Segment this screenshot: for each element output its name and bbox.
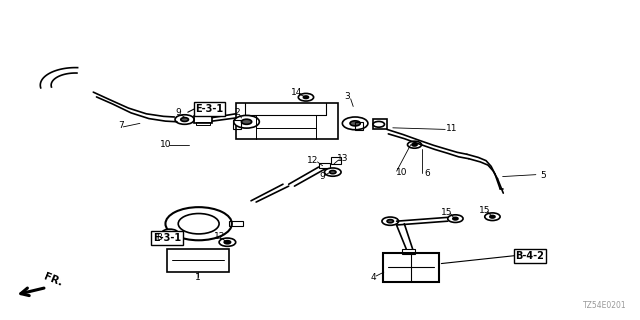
Bar xyxy=(373,119,387,129)
Circle shape xyxy=(324,168,341,176)
Text: 2: 2 xyxy=(234,108,240,117)
Circle shape xyxy=(484,213,500,220)
Bar xyxy=(196,122,210,125)
Text: E-3-1: E-3-1 xyxy=(195,104,223,114)
Text: 7: 7 xyxy=(118,121,124,130)
Circle shape xyxy=(224,241,230,244)
Text: 15: 15 xyxy=(479,206,490,215)
Circle shape xyxy=(241,119,252,124)
Circle shape xyxy=(453,217,458,220)
Bar xyxy=(167,249,229,272)
Text: TZ54E0201: TZ54E0201 xyxy=(583,301,627,310)
Circle shape xyxy=(408,141,422,148)
Text: 14: 14 xyxy=(291,88,302,97)
Bar xyxy=(194,116,212,123)
Circle shape xyxy=(167,232,173,235)
Circle shape xyxy=(303,96,308,99)
Text: 9: 9 xyxy=(319,172,325,181)
Circle shape xyxy=(342,117,368,130)
Circle shape xyxy=(180,118,188,122)
Circle shape xyxy=(162,229,178,237)
Circle shape xyxy=(382,217,399,225)
Bar xyxy=(383,253,439,282)
Text: 4: 4 xyxy=(371,273,376,282)
Circle shape xyxy=(448,215,463,222)
Text: B-4-2: B-4-2 xyxy=(515,251,544,261)
Bar xyxy=(232,121,241,129)
Bar xyxy=(229,221,243,226)
Text: E-3-1: E-3-1 xyxy=(153,233,181,243)
Text: 10: 10 xyxy=(396,168,408,177)
Text: 1: 1 xyxy=(195,273,201,282)
Text: 10: 10 xyxy=(160,140,172,148)
Circle shape xyxy=(234,116,259,128)
Circle shape xyxy=(350,121,360,126)
Text: 8: 8 xyxy=(156,233,162,242)
Bar xyxy=(355,122,364,130)
Text: FR.: FR. xyxy=(42,272,64,288)
Text: 9: 9 xyxy=(175,108,181,117)
Text: 11: 11 xyxy=(446,124,458,132)
Bar xyxy=(402,249,415,254)
Text: 3: 3 xyxy=(344,92,350,101)
Bar xyxy=(319,163,330,168)
Text: 5: 5 xyxy=(541,171,547,180)
Circle shape xyxy=(166,207,232,240)
Circle shape xyxy=(219,238,236,246)
Circle shape xyxy=(175,115,194,124)
Text: 13: 13 xyxy=(337,154,348,163)
Circle shape xyxy=(387,220,394,223)
Bar xyxy=(236,103,338,139)
Text: 12: 12 xyxy=(214,232,225,241)
Text: 6: 6 xyxy=(424,169,430,178)
Circle shape xyxy=(178,213,219,234)
Circle shape xyxy=(330,171,336,174)
Circle shape xyxy=(373,122,385,127)
Circle shape xyxy=(490,215,495,218)
Text: 12: 12 xyxy=(307,156,318,165)
Text: 15: 15 xyxy=(441,208,452,217)
Circle shape xyxy=(298,93,314,101)
Circle shape xyxy=(412,143,417,146)
Bar xyxy=(331,157,341,164)
